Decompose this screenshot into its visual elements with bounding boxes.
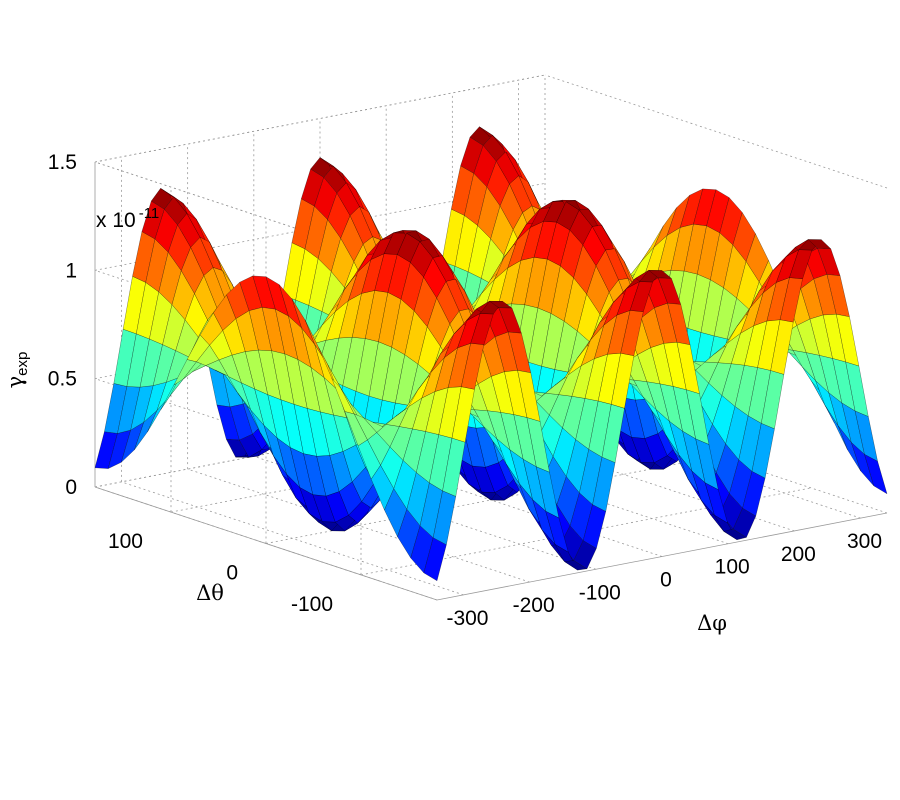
x-gridline-floor [187,468,530,583]
x-tick-label: 100 [715,556,750,579]
top-edge-right [544,74,888,189]
y-tick-label: 100 [108,530,143,553]
y-axis-label: Δθ [196,581,224,605]
z-axis-label: γexp [3,352,31,389]
z-tick-label: 1 [65,259,77,282]
z-exponent-base: x 10 [96,209,136,232]
z-axis-label-main: γ [3,376,27,389]
y-tick-label: -100 [291,593,333,616]
z-tick-label: 0.5 [48,368,77,391]
x-tick-label: 300 [847,530,882,553]
x-tick-label: 0 [660,569,672,592]
z-tick-label: 0 [65,476,77,499]
x-tick-label: 200 [781,543,816,566]
svg-text:γexp: γexp [3,352,31,389]
z-tick-label: 1.5 [48,151,77,174]
z-axis-label-sub: exp [14,352,31,376]
z-gridline-back-wall [94,74,546,163]
x-tick-label: -300 [446,607,488,630]
x-axis-label: Δφ [697,611,727,635]
surface-facet [864,453,888,495]
y-tick-label: 0 [226,562,238,585]
x-tick-label: -200 [513,594,555,617]
x-tick-label: -100 [579,581,621,604]
surface-layer [94,126,888,582]
tick-layer: 0 0.5 1 1.5 -100 0 100 -300 -200 -100 0 100 200 300 [48,151,882,630]
z-exponent-power: -11 [139,205,160,222]
z-exponent-label: x 10 -11 [96,205,159,232]
